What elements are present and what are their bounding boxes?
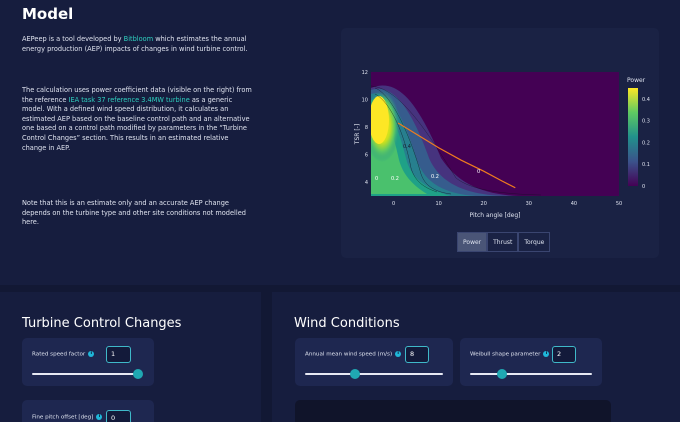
rated-speed-label: Rated speed factor i bbox=[32, 351, 95, 358]
x-tick-label: 0 bbox=[392, 201, 395, 207]
weibull-shape-input[interactable]: 2 bbox=[552, 346, 576, 363]
info-icon[interactable]: i bbox=[88, 351, 95, 357]
contour-label: 0.2 bbox=[391, 176, 399, 182]
rated-speed-slider-track[interactable] bbox=[32, 373, 138, 375]
description-intro: AEPeep is a tool developed by Bitbloom w… bbox=[22, 35, 254, 54]
x-axis-label: Pitch angle [deg] bbox=[469, 212, 520, 219]
control-path-line bbox=[397, 122, 516, 189]
weibull-shape-slider-track[interactable] bbox=[470, 373, 592, 375]
mean-wind-speed-slider-track[interactable] bbox=[305, 373, 443, 375]
bitbloom-link[interactable]: Bitbloom bbox=[123, 35, 154, 43]
colorbar-tick-label: 0 bbox=[642, 184, 645, 190]
y-tick-label: 6 bbox=[365, 153, 368, 159]
info-icon[interactable]: i bbox=[543, 351, 550, 357]
rated-speed-input[interactable]: 1 bbox=[106, 346, 131, 363]
x-tick-label: 20 bbox=[481, 201, 487, 207]
plot-card: 0.4 0.2 0.2 0 0 0 10 20 30 40 50 4 6 8 10 12 Pitc… bbox=[341, 28, 659, 258]
mean-wind-speed-control: Annual mean wind speed (m/s) i 8 bbox=[295, 338, 453, 386]
weibull-shape-control: Weibull shape parameter i 2 bbox=[460, 338, 602, 386]
x-tick-label: 40 bbox=[571, 201, 577, 207]
info-icon[interactable]: i bbox=[395, 351, 402, 357]
fine-pitch-label-text: Fine pitch offset [deg] bbox=[32, 414, 94, 421]
y-tick-label: 10 bbox=[362, 98, 368, 104]
rated-speed-slider-thumb[interactable] bbox=[133, 369, 143, 379]
weibull-shape-label: Weibull shape parameter i bbox=[470, 351, 550, 358]
turbine-control-panel: Turbine Control Changes Rated speed fact… bbox=[0, 292, 261, 422]
colorbar-ticks: 0 0.1 0.2 0.3 0.4 bbox=[642, 97, 650, 190]
description-note: Note that this is an estimate only and a… bbox=[22, 199, 246, 227]
contour-label: 0.4 bbox=[403, 144, 411, 150]
turbine-control-title: Turbine Control Changes bbox=[22, 316, 182, 331]
x-tick-label: 50 bbox=[616, 201, 622, 207]
contour-label: 0 bbox=[375, 176, 378, 182]
x-tick-label: 10 bbox=[435, 201, 441, 207]
heatmap-area bbox=[371, 72, 619, 196]
colorbar-title: Power bbox=[627, 77, 646, 84]
mean-wind-speed-label-text: Annual mean wind speed (m/s) bbox=[305, 351, 393, 358]
colorbar-tick-label: 0.3 bbox=[642, 119, 650, 125]
rated-speed-control: Rated speed factor i 1 bbox=[22, 338, 154, 386]
x-tick-label: 30 bbox=[526, 201, 532, 207]
weibull-shape-slider-thumb[interactable] bbox=[496, 369, 507, 379]
mean-wind-speed-label: Annual mean wind speed (m/s) i bbox=[305, 351, 402, 358]
y-axis-label: TSR [-] bbox=[354, 124, 361, 145]
y-tick-label: 8 bbox=[365, 125, 368, 131]
fine-pitch-control: Fine pitch offset [deg] i 0 bbox=[22, 400, 154, 422]
y-tick-label: 4 bbox=[365, 180, 368, 186]
colorbar bbox=[628, 88, 638, 186]
mean-wind-speed-input[interactable]: 8 bbox=[405, 346, 429, 363]
iea-turbine-link[interactable]: IEA task 37 reference 3.4MW turbine bbox=[68, 95, 190, 104]
info-icon[interactable]: i bbox=[96, 414, 103, 420]
rated-speed-label-text: Rated speed factor bbox=[32, 351, 86, 358]
colorbar-tick-label: 0.4 bbox=[642, 97, 650, 103]
wind-conditions-title: Wind Conditions bbox=[294, 316, 400, 331]
mean-wind-speed-slider-thumb[interactable] bbox=[349, 369, 360, 379]
y-axis-ticks: 4 6 8 10 12 bbox=[362, 70, 368, 186]
tab-power[interactable]: Power bbox=[457, 232, 488, 252]
colorbar-tick-label: 0.2 bbox=[642, 140, 650, 146]
tab-torque[interactable]: Torque bbox=[518, 232, 551, 252]
x-axis-ticks: 0 10 20 30 40 50 bbox=[392, 201, 622, 207]
method-text-2: as a generic model. With a defined wind … bbox=[22, 95, 250, 152]
method-text-1: The calculation uses power coefficient d… bbox=[22, 86, 252, 104]
colorbar-tick-label: 0.1 bbox=[642, 162, 650, 168]
model-section: Model AEPeep is a tool developed by Bitb… bbox=[22, 5, 659, 258]
power-coefficient-chart: 0.4 0.2 0.2 0 0 0 10 20 30 40 50 4 6 8 10 12 Pitc… bbox=[354, 70, 650, 219]
description-method: The calculation uses power coefficient d… bbox=[22, 86, 254, 153]
plot-tabs: Power Thrust Torque bbox=[457, 232, 551, 252]
y-tick-label: 12 bbox=[362, 70, 368, 76]
model-title: Model bbox=[22, 5, 74, 23]
fine-pitch-label: Fine pitch offset [deg] i bbox=[32, 414, 103, 421]
intro-text-2: which estimates the annual energy produc… bbox=[22, 35, 248, 53]
results-panel bbox=[295, 400, 611, 422]
intro-text-1: AEPeep is a tool developed by bbox=[22, 35, 124, 43]
fine-pitch-input[interactable]: 0 bbox=[106, 410, 131, 422]
contour-label: 0.2 bbox=[431, 174, 439, 180]
tab-thrust[interactable]: Thrust bbox=[487, 232, 519, 252]
contour-label: 0 bbox=[477, 169, 480, 175]
weibull-shape-label-text: Weibull shape parameter bbox=[470, 351, 541, 358]
